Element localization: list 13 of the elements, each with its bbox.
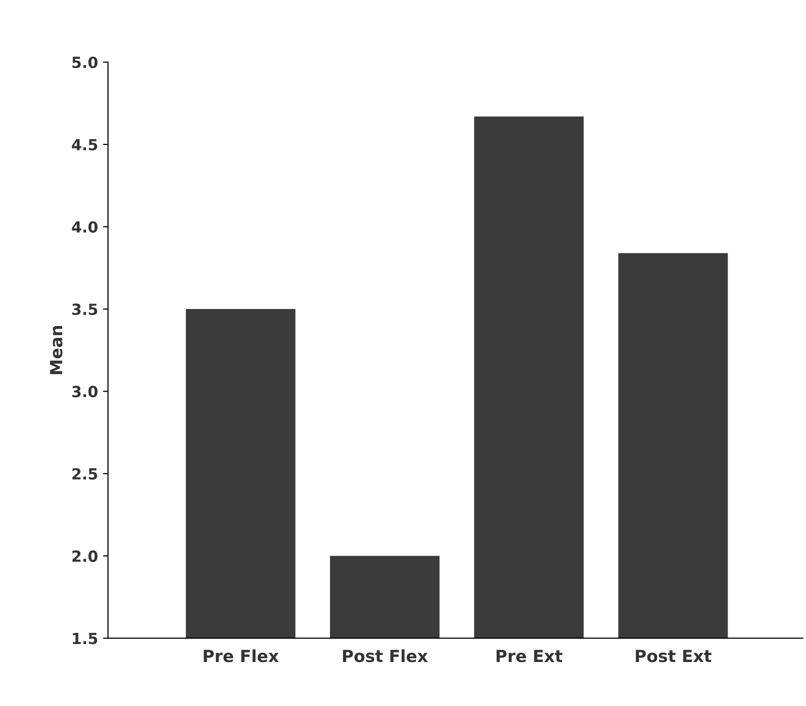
y-tick-label: 4.5 bbox=[72, 139, 98, 150]
x-tick-label: Post Flex bbox=[343, 649, 428, 662]
y-tick-label: 3.5 bbox=[72, 303, 98, 316]
y-tick-label: 2.5 bbox=[72, 468, 98, 480]
y-tick-label: 5.0 bbox=[72, 56, 98, 68]
x-tick-label: Post Ext bbox=[636, 650, 712, 662]
y-axis-title: Mean bbox=[50, 326, 62, 374]
y-tick-label: 1.5 bbox=[72, 632, 98, 644]
x-tick-label: Pre Flex bbox=[204, 649, 279, 662]
y-tick-label: 2.0 bbox=[72, 550, 98, 562]
y-tick-label: 4.0 bbox=[72, 221, 98, 233]
x-tick-label: Pre Ext bbox=[496, 650, 562, 662]
y-tick-label: 3.0 bbox=[72, 386, 98, 398]
